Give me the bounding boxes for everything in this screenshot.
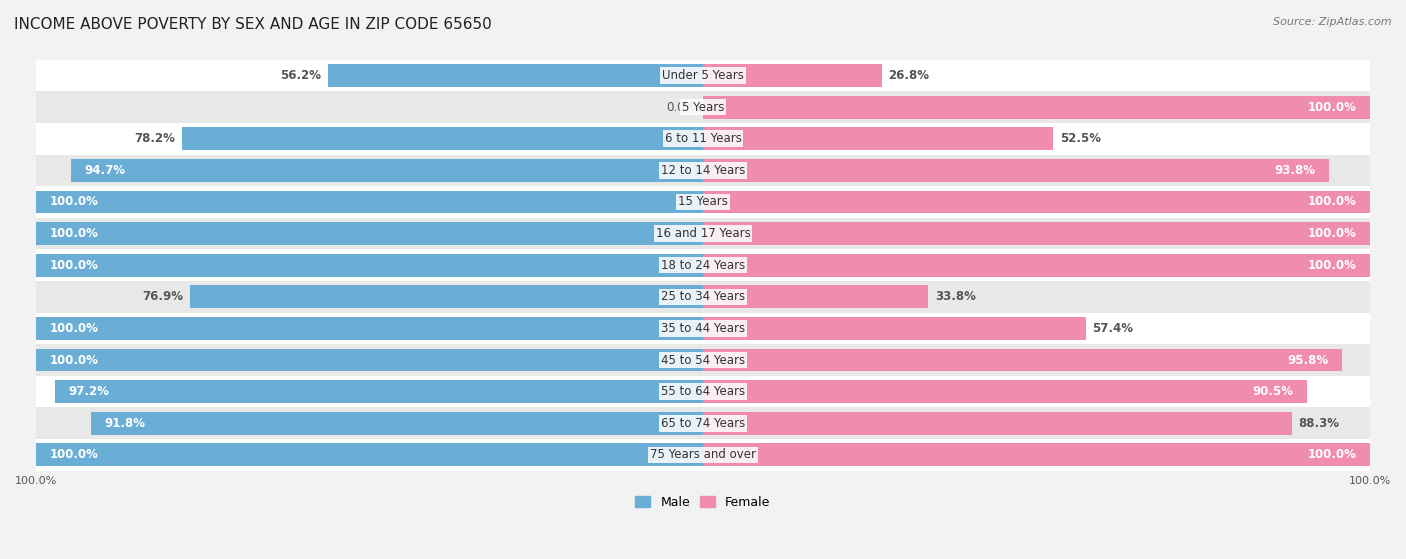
Text: 75 Years and over: 75 Years and over xyxy=(650,448,756,461)
Text: INCOME ABOVE POVERTY BY SEX AND AGE IN ZIP CODE 65650: INCOME ABOVE POVERTY BY SEX AND AGE IN Z… xyxy=(14,17,492,32)
Bar xyxy=(703,64,882,87)
Text: 6 to 11 Years: 6 to 11 Years xyxy=(665,132,741,145)
Bar xyxy=(703,412,1292,434)
Text: 76.9%: 76.9% xyxy=(142,290,184,304)
Text: 25 to 34 Years: 25 to 34 Years xyxy=(661,290,745,304)
Text: 100.0%: 100.0% xyxy=(49,322,98,335)
Bar xyxy=(703,127,1053,150)
Bar xyxy=(91,412,703,434)
Text: 52.5%: 52.5% xyxy=(1060,132,1101,145)
Bar xyxy=(703,96,1369,119)
Bar xyxy=(37,439,1369,471)
Bar xyxy=(37,317,703,340)
Text: 100.0%: 100.0% xyxy=(1308,196,1357,209)
Text: 100.0%: 100.0% xyxy=(49,196,98,209)
Text: 100.0%: 100.0% xyxy=(1308,227,1357,240)
Bar xyxy=(181,127,703,150)
Text: 100.0%: 100.0% xyxy=(1308,448,1357,461)
Text: 45 to 54 Years: 45 to 54 Years xyxy=(661,353,745,367)
Text: 100.0%: 100.0% xyxy=(1308,101,1357,113)
Bar xyxy=(190,286,703,308)
Text: 18 to 24 Years: 18 to 24 Years xyxy=(661,259,745,272)
Text: 90.5%: 90.5% xyxy=(1253,385,1294,398)
Text: 65 to 74 Years: 65 to 74 Years xyxy=(661,416,745,430)
Text: 57.4%: 57.4% xyxy=(1092,322,1133,335)
Text: 0.0%: 0.0% xyxy=(666,101,696,113)
Bar xyxy=(703,159,1329,182)
Bar xyxy=(703,191,1369,214)
Text: 95.8%: 95.8% xyxy=(1288,353,1329,367)
Bar xyxy=(72,159,703,182)
Bar xyxy=(37,349,703,371)
Text: 100.0%: 100.0% xyxy=(1308,259,1357,272)
Text: 94.7%: 94.7% xyxy=(84,164,125,177)
Bar xyxy=(37,222,703,245)
Text: 55 to 64 Years: 55 to 64 Years xyxy=(661,385,745,398)
Bar xyxy=(37,344,1369,376)
Bar xyxy=(37,443,703,466)
Bar xyxy=(37,376,1369,408)
Bar xyxy=(37,60,1369,91)
Text: 35 to 44 Years: 35 to 44 Years xyxy=(661,322,745,335)
Bar xyxy=(37,249,1369,281)
Text: 93.8%: 93.8% xyxy=(1274,164,1315,177)
Text: 91.8%: 91.8% xyxy=(104,416,145,430)
Bar xyxy=(37,281,1369,312)
Text: 33.8%: 33.8% xyxy=(935,290,976,304)
Text: 100.0%: 100.0% xyxy=(49,227,98,240)
Bar xyxy=(328,64,703,87)
Bar xyxy=(37,154,1369,186)
Text: 78.2%: 78.2% xyxy=(134,132,174,145)
Text: 97.2%: 97.2% xyxy=(67,385,110,398)
Bar xyxy=(703,380,1306,403)
Text: 100.0%: 100.0% xyxy=(49,259,98,272)
Bar xyxy=(37,123,1369,154)
Bar xyxy=(37,91,1369,123)
Text: 56.2%: 56.2% xyxy=(281,69,322,82)
Text: 12 to 14 Years: 12 to 14 Years xyxy=(661,164,745,177)
Text: 26.8%: 26.8% xyxy=(889,69,929,82)
Legend: Male, Female: Male, Female xyxy=(630,491,776,514)
Text: 88.3%: 88.3% xyxy=(1299,416,1340,430)
Bar xyxy=(37,191,703,214)
Bar xyxy=(703,222,1369,245)
Text: 16 and 17 Years: 16 and 17 Years xyxy=(655,227,751,240)
Bar xyxy=(37,408,1369,439)
Bar xyxy=(703,317,1085,340)
Text: 5 Years: 5 Years xyxy=(682,101,724,113)
Bar xyxy=(703,254,1369,277)
Bar xyxy=(37,312,1369,344)
Bar xyxy=(37,254,703,277)
Bar xyxy=(37,186,1369,218)
Bar xyxy=(703,349,1341,371)
Bar xyxy=(703,443,1369,466)
Bar xyxy=(703,286,928,308)
Text: Source: ZipAtlas.com: Source: ZipAtlas.com xyxy=(1274,17,1392,27)
Text: 100.0%: 100.0% xyxy=(49,448,98,461)
Text: 15 Years: 15 Years xyxy=(678,196,728,209)
Bar xyxy=(37,218,1369,249)
Text: Under 5 Years: Under 5 Years xyxy=(662,69,744,82)
Text: 100.0%: 100.0% xyxy=(49,353,98,367)
Bar xyxy=(55,380,703,403)
